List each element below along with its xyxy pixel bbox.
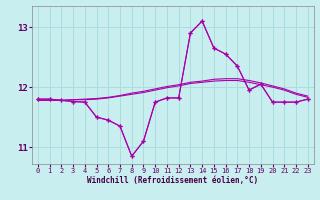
X-axis label: Windchill (Refroidissement éolien,°C): Windchill (Refroidissement éolien,°C) xyxy=(87,176,258,185)
